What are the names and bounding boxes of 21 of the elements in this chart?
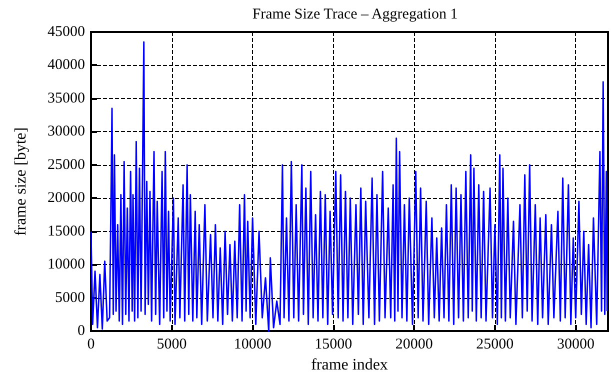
line-series: [90, 41, 608, 332]
x-tick-label: 10000: [234, 336, 272, 352]
y-axis-title: frame size [byte]: [12, 127, 30, 236]
x-tick-label: 0: [87, 336, 95, 352]
x-tick-label: 15000: [314, 336, 352, 352]
chart-title: Frame Size Trace – Aggregation 1: [252, 6, 458, 22]
y-tick-label: 25000: [48, 156, 85, 173]
y-tick-label: 5000: [55, 290, 85, 306]
y-tick-label: 40000: [48, 57, 85, 74]
y-tick-label: 30000: [48, 124, 85, 140]
y-tick-label: 15000: [48, 223, 85, 240]
y-tick-label: 45000: [48, 24, 85, 40]
x-tick-label: 25000: [476, 336, 514, 352]
x-tick-label: 30000: [556, 336, 594, 352]
y-tick-label: 10000: [48, 256, 85, 273]
x-tick-label: 5000: [156, 336, 187, 352]
y-tick-label: 0: [78, 323, 85, 339]
x-tick-label: 20000: [395, 336, 433, 352]
x-axis-title: frame index: [311, 356, 388, 374]
y-tick-label: 35000: [48, 90, 85, 106]
y-tick-label: 20000: [48, 190, 85, 206]
